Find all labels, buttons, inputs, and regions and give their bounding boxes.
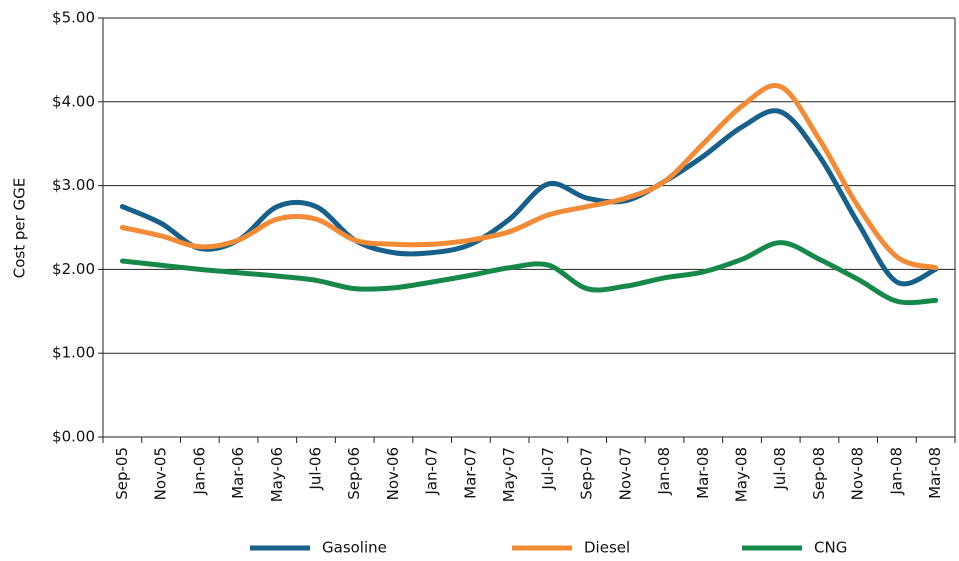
- x-tick-label: Jul-08: [771, 447, 789, 491]
- x-tick-label: Sep-08: [810, 447, 828, 500]
- y-tick-label: $4.00: [52, 92, 95, 110]
- x-tick-label: Mar-06: [229, 447, 247, 499]
- y-tick-label: $1.00: [52, 344, 95, 362]
- y-tick-label: $5.00: [52, 9, 95, 27]
- x-tick-label: Jan-08: [655, 447, 673, 496]
- legend-label: CNG: [814, 539, 847, 557]
- series-line: [119, 108, 939, 287]
- x-tick-label: Nov-05: [152, 447, 170, 500]
- x-tick-label: Jan-07: [423, 447, 441, 496]
- y-axis-label: Cost per GGE: [11, 178, 29, 279]
- x-tick-label: Sep-06: [345, 447, 363, 500]
- legend-label: Gasoline: [322, 539, 387, 557]
- x-tick-label: Mar-08: [694, 447, 712, 499]
- x-tick-label: Nov-07: [616, 447, 634, 500]
- series-line: [119, 83, 939, 271]
- x-tick-label: May-06: [268, 447, 286, 502]
- y-tick-label: $2.00: [52, 260, 95, 278]
- series-line: [119, 240, 939, 306]
- x-tick-label: May-08: [733, 447, 751, 502]
- x-tick-label: Mar-07: [461, 447, 479, 499]
- x-tick-label: Nov-06: [384, 447, 402, 500]
- x-tick-label: Jul-07: [539, 447, 557, 491]
- x-tick-label: Jan-06: [190, 447, 208, 496]
- y-tick-label: $0.00: [52, 428, 95, 446]
- x-tick-label: Nov-08: [849, 447, 867, 500]
- x-tick-label: Jan-08: [887, 447, 905, 496]
- x-tick-label: Sep-07: [578, 447, 596, 500]
- legend-label: Diesel: [584, 539, 630, 557]
- x-tick-label: Mar-08: [926, 447, 944, 499]
- x-tick-label: Sep-05: [113, 447, 131, 500]
- y-tick-label: $3.00: [52, 176, 95, 194]
- x-tick-label: Jul-06: [307, 447, 325, 491]
- x-tick-label: May-07: [500, 447, 518, 502]
